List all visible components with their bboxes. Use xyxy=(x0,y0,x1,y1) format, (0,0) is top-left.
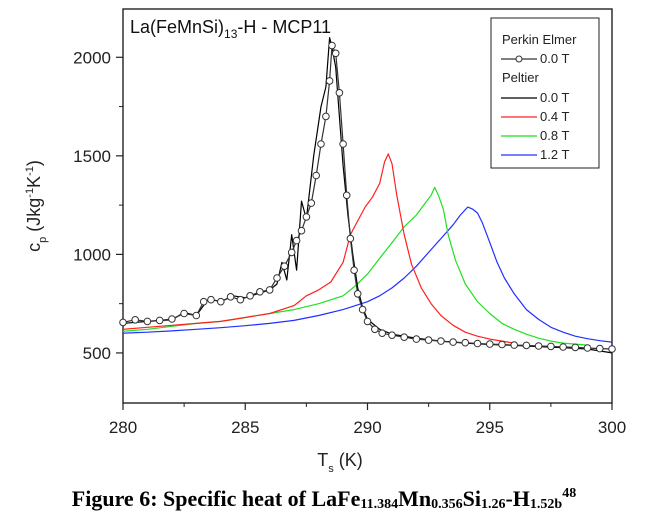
data-point xyxy=(155,316,164,325)
data-point xyxy=(335,89,344,97)
data-point xyxy=(280,262,289,271)
x-tick-label: 290 xyxy=(353,418,381,437)
data-point xyxy=(342,191,351,200)
data-point xyxy=(273,274,281,282)
data-point xyxy=(322,112,330,121)
data-point xyxy=(119,318,127,327)
data-point xyxy=(510,341,519,349)
data-point xyxy=(325,77,334,85)
data-point xyxy=(596,344,604,353)
y-axis-title: cp (Jkg-1K-1) xyxy=(24,160,49,252)
data-point xyxy=(307,199,316,207)
data-point xyxy=(143,317,152,326)
data-point xyxy=(328,41,336,50)
data-point xyxy=(346,234,355,243)
data-point xyxy=(534,342,543,350)
data-point xyxy=(424,336,433,344)
x-tick-label: 285 xyxy=(231,418,259,437)
data-point xyxy=(236,295,245,304)
x-tick-label: 300 xyxy=(598,418,626,437)
axis-layer: 280 285 290 295 300 500 1000 1500 2000 xyxy=(73,48,626,437)
legend-label-peltier-0: 0.0 T xyxy=(540,90,569,105)
data-point xyxy=(412,335,421,343)
data-point xyxy=(371,325,379,334)
data-point xyxy=(312,171,321,180)
data-point xyxy=(226,293,235,301)
data-point xyxy=(217,297,225,306)
x-axis-title: Ts (K) xyxy=(317,450,363,475)
data-point xyxy=(608,345,616,353)
legend-label-peltier-04: 0.4 T xyxy=(540,109,569,124)
data-point xyxy=(437,337,445,345)
specific-heat-chart: 280 285 290 295 300 500 1000 1500 2000 La(FeMnSi… xyxy=(24,8,626,475)
data-point xyxy=(331,49,340,58)
data-point xyxy=(449,338,457,346)
legend-label-peltier-12: 1.2 T xyxy=(540,147,569,162)
data-point xyxy=(400,333,409,342)
series-line-peltier-0-4-t xyxy=(122,153,515,344)
data-point xyxy=(388,331,396,340)
series-line-peltier-1-2-t xyxy=(122,206,613,343)
y-tick-label: 1500 xyxy=(73,147,111,166)
data-point xyxy=(199,297,208,306)
data-point xyxy=(317,140,325,148)
figure-caption: Figure 6: Specific heat of LaFe11.384Mn0… xyxy=(71,486,577,512)
y-tick-label: 1000 xyxy=(73,245,111,264)
data-point xyxy=(486,340,494,348)
chart-title: La(FeMnSi)13-H - MCP11 xyxy=(130,17,331,41)
series-line-peltier-0-8-t xyxy=(122,186,588,346)
data-point xyxy=(297,226,306,235)
data-point xyxy=(522,341,531,350)
data-point xyxy=(473,339,482,348)
y-tick-label: 2000 xyxy=(73,48,111,67)
data-point xyxy=(547,342,555,351)
legend-group-peltier: Peltier xyxy=(502,70,540,85)
data-point xyxy=(256,288,264,296)
data-point xyxy=(350,266,358,275)
data-point xyxy=(571,343,580,352)
data-point xyxy=(292,236,301,245)
legend-label-pe-0: 0.0 T xyxy=(540,51,569,66)
data-point xyxy=(363,317,372,326)
data-point xyxy=(180,309,188,318)
x-tick-label: 295 xyxy=(476,418,504,437)
data-point xyxy=(265,286,274,294)
data-point xyxy=(302,213,311,221)
data-point xyxy=(131,316,139,324)
legend: Perkin Elmer 0.0 T Peltier 0.0 T 0.4 T 0… xyxy=(490,17,600,169)
data-point xyxy=(358,305,367,314)
data-point xyxy=(378,329,387,338)
legend-label-peltier-08: 0.8 T xyxy=(540,128,569,143)
legend-marker-circle-icon xyxy=(515,55,523,63)
data-point xyxy=(559,343,567,351)
x-tick-label: 280 xyxy=(109,418,137,437)
data-point xyxy=(353,290,362,298)
data-point xyxy=(498,340,506,349)
legend-box xyxy=(490,17,600,169)
data-point xyxy=(207,295,215,304)
data-point xyxy=(339,140,347,148)
data-point xyxy=(583,344,592,352)
data-point xyxy=(192,311,201,320)
data-point xyxy=(287,248,296,257)
y-tick-label: 500 xyxy=(83,344,111,363)
data-point xyxy=(461,338,470,347)
legend-group-perkin-elmer: Perkin Elmer xyxy=(502,32,577,47)
series-layer xyxy=(119,36,616,354)
data-point xyxy=(168,315,176,323)
data-point xyxy=(246,292,254,300)
